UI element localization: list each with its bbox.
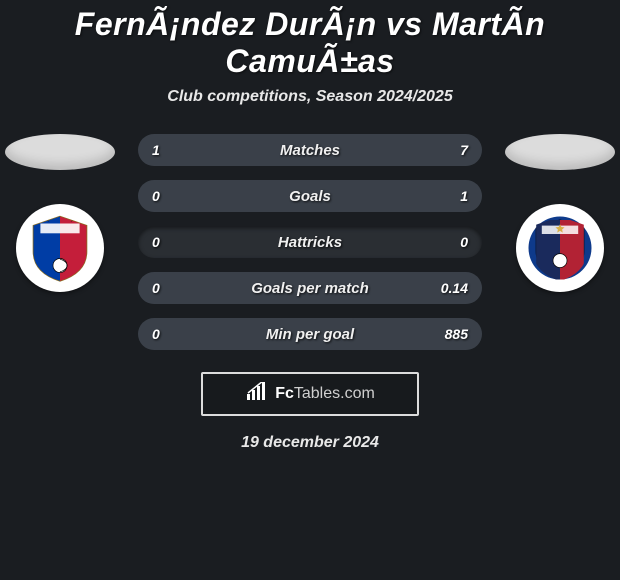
left-player-column [0, 134, 120, 292]
stat-value-left: 0 [152, 280, 160, 296]
stat-value-right: 885 [445, 326, 468, 342]
chart-icon [245, 382, 269, 407]
stats-column: 1 Matches 7 0 Goals 1 0 Hattricks 0 0 Goals per ma… [138, 134, 482, 350]
brand-text: FcTables.com [275, 385, 375, 403]
stat-row: 0 Min per goal 885 [138, 318, 482, 350]
right-player-column [500, 134, 620, 292]
shield-icon [525, 213, 595, 283]
stat-row: 1 Matches 7 [138, 134, 482, 166]
stat-value-left: 0 [152, 234, 160, 250]
stat-value-right: 1 [460, 188, 468, 204]
left-team-crest [16, 204, 104, 292]
stat-label: Matches [280, 142, 340, 159]
stat-value-left: 1 [152, 142, 160, 158]
page-title: FernÃ¡ndez DurÃ¡n vs MartÃ­n CamuÃ±as [0, 0, 620, 80]
shield-icon [25, 213, 95, 283]
main-layout: 1 Matches 7 0 Goals 1 0 Hattricks 0 0 Goals per ma… [0, 134, 620, 350]
stat-label: Min per goal [266, 326, 354, 343]
comparison-widget: FernÃ¡ndez DurÃ¡n vs MartÃ­n CamuÃ±as Cl… [0, 0, 620, 580]
brand-prefix: Fc [275, 385, 294, 403]
stat-label: Hattricks [278, 234, 342, 251]
page-subtitle: Club competitions, Season 2024/2025 [0, 88, 620, 106]
stat-row: 0 Hattricks 0 [138, 226, 482, 258]
stat-row: 0 Goals per match 0.14 [138, 272, 482, 304]
stat-label: Goals [289, 188, 331, 205]
stat-value-right: 0 [460, 234, 468, 250]
brand-box[interactable]: FcTables.com [201, 372, 419, 416]
player-photo-placeholder-right [505, 134, 615, 170]
date-label: 19 december 2024 [0, 434, 620, 452]
right-team-crest [516, 204, 604, 292]
stat-value-right: 0.14 [441, 280, 468, 296]
stat-value-right: 7 [460, 142, 468, 158]
stat-value-left: 0 [152, 188, 160, 204]
stat-label: Goals per match [251, 280, 369, 297]
brand-suffix: Tables.com [294, 385, 375, 403]
player-photo-placeholder-left [5, 134, 115, 170]
stat-value-left: 0 [152, 326, 160, 342]
stat-row: 0 Goals 1 [138, 180, 482, 212]
